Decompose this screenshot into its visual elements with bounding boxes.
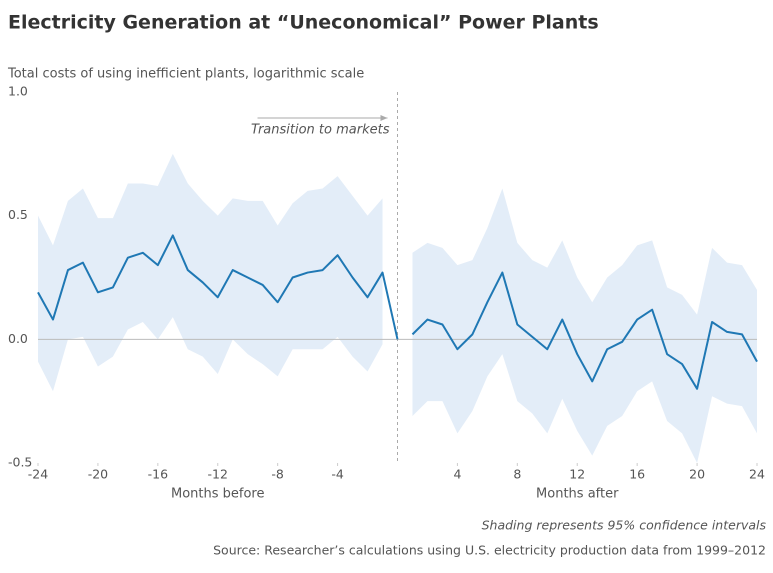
- x-tick-label: -12: [208, 467, 228, 482]
- y-tick-label: 1.0: [8, 84, 28, 99]
- chart-title: Electricity Generation at “Uneconomical”…: [8, 12, 599, 34]
- confidence-band: [38, 153, 383, 392]
- x-tick-label: -8: [271, 467, 284, 482]
- x-tick-label: -4: [331, 467, 344, 482]
- x-tick-label: -16: [148, 467, 168, 482]
- x-tick-label: 4: [453, 467, 461, 482]
- x-tick-label: -20: [88, 467, 108, 482]
- x-tick-label: 16: [629, 467, 645, 482]
- y-tick-label: 0.0: [8, 331, 28, 346]
- chart-subtitle: Total costs of using inefficient plants,…: [7, 67, 364, 82]
- x-tick-label: 8: [513, 467, 521, 482]
- line: [37, 234, 399, 340]
- x-tick-label: 24: [749, 467, 765, 482]
- y-tick-label: -0.5: [8, 455, 32, 470]
- confidence-band: [412, 188, 757, 463]
- x-axis-label: Months after: [536, 487, 619, 502]
- y-tick-label: 0.5: [8, 207, 28, 222]
- annotation-arrowhead: [380, 115, 388, 121]
- x-tick-label: 20: [689, 467, 705, 482]
- x-tick-label: -24: [28, 467, 48, 482]
- x-axis-label: Months before: [171, 487, 265, 502]
- x-tick-label: 12: [569, 467, 585, 482]
- note: Shading represents 95% confidence interv…: [482, 518, 767, 533]
- annotation: Transition to markets: [251, 123, 390, 138]
- source: Source: Researcher’s calculations using …: [213, 543, 766, 558]
- line: [411, 271, 758, 390]
